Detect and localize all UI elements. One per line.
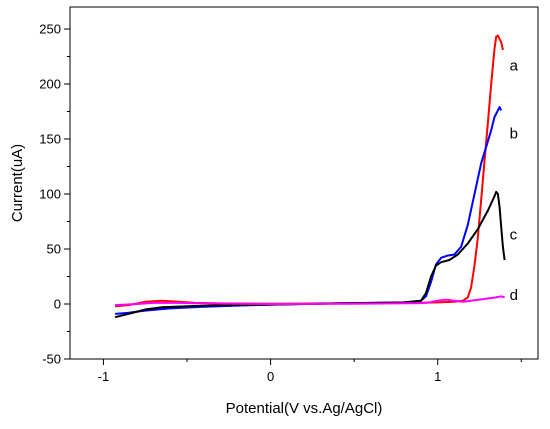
x-tick-label: 1	[434, 369, 441, 384]
y-tick-label: 150	[39, 132, 61, 147]
series-layer	[114, 34, 506, 319]
y-tick-label: -50	[42, 352, 61, 367]
y-axis: -50 0 50 100 150 200 250	[39, 22, 70, 367]
series-label-b: b	[510, 126, 518, 143]
y-tick-label: 0	[54, 297, 61, 312]
y-tick-label: 200	[39, 77, 61, 92]
plot-frame	[69, 6, 539, 360]
y-tick-label: 250	[39, 22, 61, 37]
x-axis: -1 0 1	[98, 359, 522, 384]
y-tick-label: 50	[47, 242, 61, 257]
series-line-b	[115, 106, 503, 315]
x-axis-label: Potential(V vs.Ag/AgCl)	[226, 400, 383, 417]
series-label-c: c	[510, 227, 518, 244]
series-line-a	[115, 34, 504, 308]
x-tick-label: 0	[267, 369, 274, 384]
series-line-d	[115, 295, 505, 307]
series-line-c	[114, 190, 506, 319]
series-label-d: d	[510, 287, 518, 304]
x-tick-label: -1	[98, 369, 110, 384]
annotation-layer: a b c d	[510, 57, 519, 304]
y-axis-label: Current(uA)	[9, 144, 26, 222]
y-tick-label: 100	[39, 187, 61, 202]
series-label-a: a	[510, 57, 519, 74]
